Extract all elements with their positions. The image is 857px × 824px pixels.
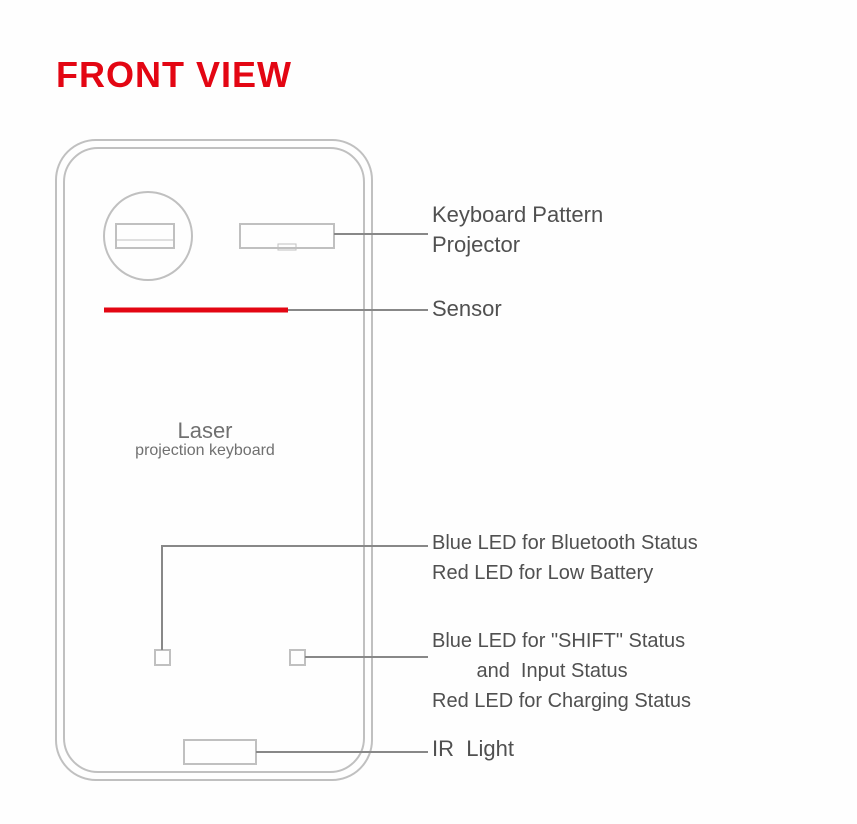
diagram-canvas (0, 0, 857, 824)
device-label-2: projection keyboard (135, 442, 275, 460)
callout-label-2: Blue LED for Bluetooth StatusRed LED for… (432, 528, 698, 588)
callout-label-0: Keyboard PatternProjector (432, 200, 603, 260)
callout-label-4: IR Light (432, 734, 514, 764)
callout-label-1: Sensor (432, 294, 502, 324)
device-label-1: Laser (177, 418, 232, 444)
title: FRONT VIEW (56, 54, 292, 96)
callout-label-3: Blue LED for "SHIFT" Status and Input St… (432, 626, 691, 716)
